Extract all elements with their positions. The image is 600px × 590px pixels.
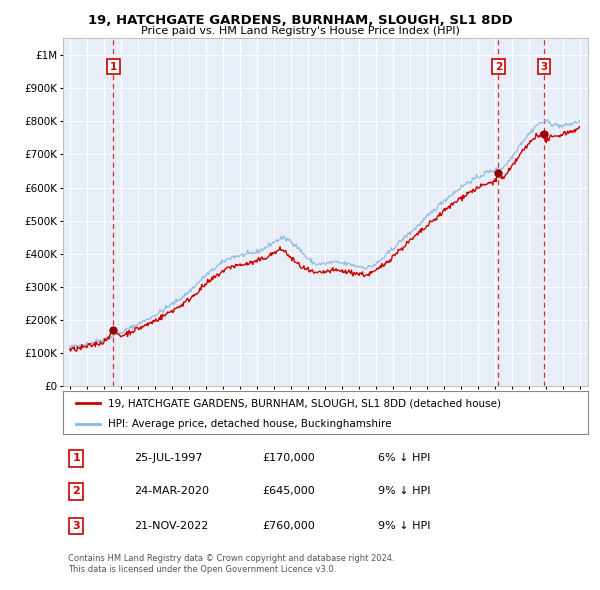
- Text: £645,000: £645,000: [263, 486, 315, 496]
- Text: 24-MAR-2020: 24-MAR-2020: [134, 486, 209, 496]
- Text: 25-JUL-1997: 25-JUL-1997: [134, 454, 202, 463]
- Text: 1: 1: [110, 61, 117, 71]
- Text: Contains HM Land Registry data © Crown copyright and database right 2024.
This d: Contains HM Land Registry data © Crown c…: [68, 555, 395, 573]
- Text: 3: 3: [73, 521, 80, 531]
- Text: £760,000: £760,000: [263, 521, 315, 531]
- Text: 9% ↓ HPI: 9% ↓ HPI: [378, 486, 431, 496]
- Text: 1: 1: [72, 454, 80, 463]
- Text: 21-NOV-2022: 21-NOV-2022: [134, 521, 208, 531]
- Text: 2: 2: [495, 61, 502, 71]
- Text: Price paid vs. HM Land Registry's House Price Index (HPI): Price paid vs. HM Land Registry's House …: [140, 26, 460, 35]
- Text: 9% ↓ HPI: 9% ↓ HPI: [378, 521, 431, 531]
- Text: 19, HATCHGATE GARDENS, BURNHAM, SLOUGH, SL1 8DD (detached house): 19, HATCHGATE GARDENS, BURNHAM, SLOUGH, …: [107, 398, 500, 408]
- Text: £170,000: £170,000: [263, 454, 315, 463]
- Text: 3: 3: [540, 61, 547, 71]
- Text: 19, HATCHGATE GARDENS, BURNHAM, SLOUGH, SL1 8DD: 19, HATCHGATE GARDENS, BURNHAM, SLOUGH, …: [88, 14, 512, 27]
- Text: HPI: Average price, detached house, Buckinghamshire: HPI: Average price, detached house, Buck…: [107, 419, 391, 430]
- Text: 2: 2: [72, 486, 80, 496]
- Text: 6% ↓ HPI: 6% ↓ HPI: [378, 454, 430, 463]
